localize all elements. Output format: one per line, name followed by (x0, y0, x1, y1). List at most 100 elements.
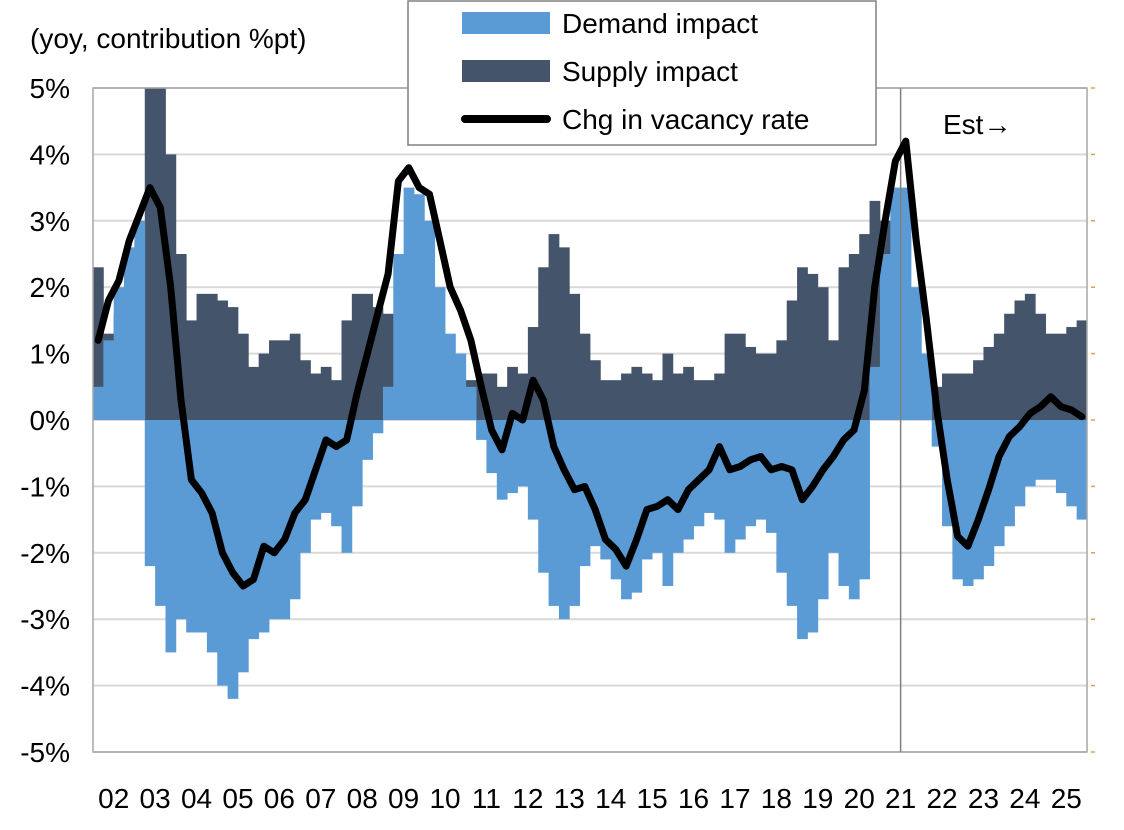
bar-supply (496, 386, 508, 420)
bar-supply (641, 373, 653, 420)
bar-demand (672, 420, 684, 553)
bar-supply (1076, 320, 1088, 420)
bar-demand (869, 366, 881, 420)
bar-demand (248, 420, 260, 640)
bar-supply (558, 247, 570, 420)
bar-supply (507, 366, 518, 420)
bar-demand (331, 420, 342, 527)
x-tick-label: 05 (222, 783, 253, 814)
bar-supply (724, 333, 736, 420)
x-axis-ticks: 02 03 04 05 06 07 08 09 10 11 12 13 14 15 16 17 18 19 20 21… (98, 783, 1082, 814)
bar-demand (631, 420, 643, 593)
bar-demand (527, 420, 539, 520)
bar-supply (269, 340, 280, 420)
bar-demand (196, 420, 208, 633)
bar-demand (206, 420, 218, 653)
y-tick-label: -1% (20, 471, 70, 502)
bar-supply (848, 254, 860, 420)
x-tick-label: 08 (347, 783, 378, 814)
bar-demand (962, 420, 974, 586)
bar-supply (590, 360, 601, 420)
bar-demand (300, 420, 311, 553)
bar-demand (372, 420, 384, 434)
bar-supply (610, 380, 622, 420)
bar-demand (652, 420, 663, 553)
bar-supply (1035, 313, 1046, 420)
bar-demand (797, 420, 808, 640)
bar-demand (1035, 420, 1046, 480)
bar-supply (569, 293, 581, 420)
bar-demand (393, 254, 405, 420)
bar-supply (517, 373, 529, 420)
x-tick-label: 12 (512, 783, 543, 814)
bar-demand (496, 420, 508, 500)
bar-demand (766, 420, 777, 533)
bar-demand (714, 420, 726, 520)
x-tick-label: 23 (968, 783, 999, 814)
bar-demand (144, 420, 156, 567)
bar-supply (766, 353, 777, 420)
bar-demand (124, 247, 135, 420)
bar-demand (610, 420, 622, 580)
y-tick-label: -5% (20, 737, 70, 768)
bar-supply (745, 346, 757, 420)
bar-demand (93, 386, 104, 420)
bar-supply (372, 307, 384, 420)
bar-demand (517, 420, 529, 487)
bar-demand (258, 420, 270, 633)
bar-demand (269, 420, 280, 620)
bar-demand (227, 420, 239, 699)
bar-demand (507, 420, 518, 494)
x-tick-label: 09 (388, 783, 419, 814)
bar-demand (165, 420, 177, 653)
y-tick-label: 4% (30, 139, 70, 170)
bar-demand (590, 420, 601, 547)
bar-supply (734, 333, 746, 420)
bar-supply (206, 293, 218, 420)
bar-supply (289, 333, 301, 420)
x-tick-label: 17 (719, 783, 750, 814)
bar-supply (579, 333, 591, 420)
bar-demand (1014, 420, 1026, 507)
bar-demand (776, 420, 788, 573)
bar-supply (527, 327, 539, 420)
x-tick-label: 07 (305, 783, 336, 814)
y-tick-label: -3% (20, 604, 70, 635)
bar-demand (838, 420, 850, 586)
bar-supply (859, 234, 870, 420)
bar-demand (134, 220, 146, 420)
legend-label-supply: Supply impact (562, 56, 738, 87)
bar-supply (1066, 327, 1078, 420)
y-tick-label: 5% (30, 73, 70, 104)
bar-supply (652, 380, 663, 420)
bar-demand (558, 420, 570, 620)
bar-supply (227, 307, 239, 420)
bar-demand (1076, 420, 1088, 520)
bar-supply (1004, 313, 1015, 420)
y-axis-ticks: 5% 4% 3% 2% 1% 0% -1% -2% -3% -4% -5% (20, 73, 70, 768)
bar-supply (279, 340, 291, 420)
bar-demand (952, 420, 964, 580)
bar-supply (962, 373, 974, 420)
x-tick-label: 22 (926, 783, 957, 814)
y-tick-label: 3% (30, 206, 70, 237)
bar-supply (983, 346, 995, 420)
bar-supply (538, 267, 549, 420)
bar-demand (1055, 420, 1067, 494)
bar-supply (196, 293, 208, 420)
bar-demand (341, 420, 353, 553)
bar-demand (382, 386, 394, 420)
bar-supply (300, 360, 311, 420)
bar-demand (1004, 420, 1015, 527)
bar-supply (248, 366, 260, 420)
bar-supply (786, 300, 798, 420)
x-tick-label: 16 (678, 783, 709, 814)
bar-demand (465, 386, 477, 420)
bar-supply (1024, 293, 1036, 420)
bar-supply (237, 333, 249, 420)
bar-supply (186, 320, 197, 420)
bar-demand (1045, 420, 1057, 480)
x-tick-label: 13 (554, 783, 585, 814)
bar-supply (175, 254, 187, 420)
legend-swatch-demand (462, 12, 550, 34)
